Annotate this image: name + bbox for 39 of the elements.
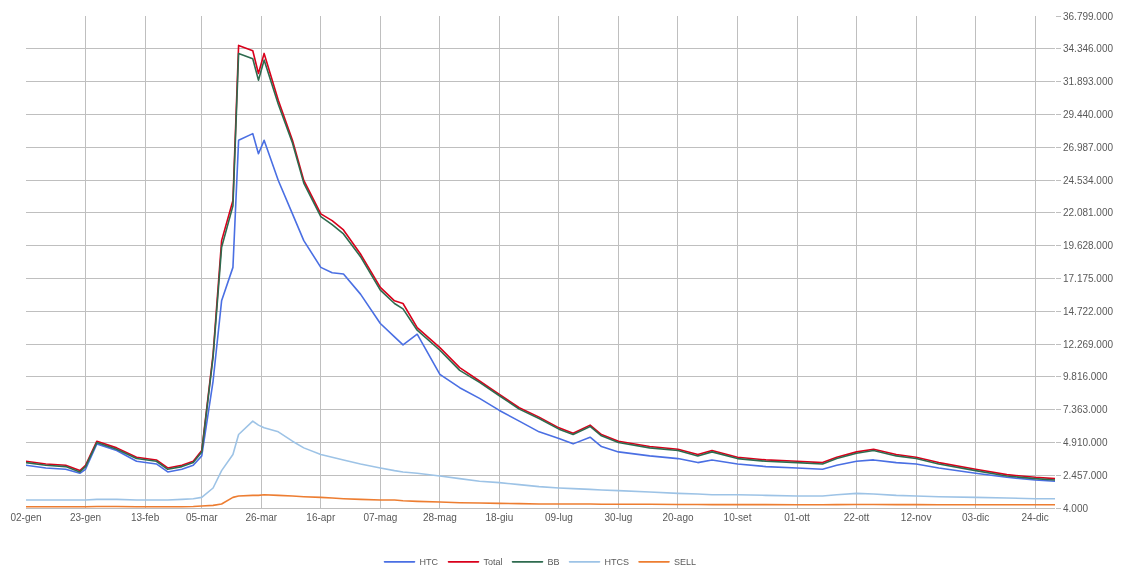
y-tick-label: 9.816.000: [1063, 371, 1108, 383]
x-tick-label: 16-apr: [306, 512, 336, 523]
y-tick-label: 4.000: [1063, 502, 1089, 514]
x-tick-label: 03-dic: [962, 512, 990, 523]
legend-label: SELL: [674, 557, 697, 568]
x-tick-label: 30-lug: [604, 512, 633, 523]
x-tick-label: 20-ago: [662, 512, 694, 523]
x-tick-label: 18-giu: [485, 512, 514, 523]
legend-label: Total: [483, 557, 503, 568]
y-tick-label: 17.175.000: [1063, 272, 1114, 284]
legend-label: BB: [547, 557, 560, 568]
y-tick-label: 36.799.000: [1063, 10, 1114, 22]
x-tick-label: 01-ott: [784, 512, 811, 523]
y-tick-label: 26.987.000: [1063, 141, 1114, 153]
y-tick-label: 19.628.000: [1063, 240, 1114, 252]
x-tick-label: 12-nov: [900, 512, 932, 523]
x-tick-label: 22-ott: [843, 512, 870, 523]
x-tick-label: 13-feb: [130, 512, 160, 523]
legend-label: HTC: [419, 557, 439, 568]
x-tick-label: 23-gen: [69, 512, 102, 523]
y-tick-label: 2.457.000: [1063, 469, 1108, 481]
y-tick-label: 22.081.000: [1063, 207, 1114, 219]
y-tick-label: 34.346.000: [1063, 43, 1114, 55]
y-tick-label: 24.534.000: [1063, 174, 1114, 186]
y-tick-label: 29.440.000: [1063, 108, 1114, 120]
x-tick-label: 05-mar: [185, 512, 219, 523]
x-tick-label: 07-mag: [363, 512, 398, 523]
y-tick-label: 4.910.000: [1063, 436, 1108, 448]
y-tick-label: 12.269.000: [1063, 338, 1114, 350]
x-tick-label: 09-lug: [545, 512, 573, 523]
y-tick-label: 14.722.000: [1063, 305, 1114, 317]
x-tick-label: 28-mag: [422, 512, 457, 523]
x-tick-label: 02-gen: [10, 512, 42, 523]
x-tick-label: 26-mar: [245, 512, 278, 523]
x-tick-label: 10-set: [723, 512, 752, 523]
y-tick-label: 7.363.000: [1063, 404, 1108, 416]
x-tick-label: 24-dic: [1021, 512, 1049, 523]
legend-label: HTCS: [604, 557, 630, 568]
y-tick-label: 31.893.000: [1063, 76, 1114, 88]
